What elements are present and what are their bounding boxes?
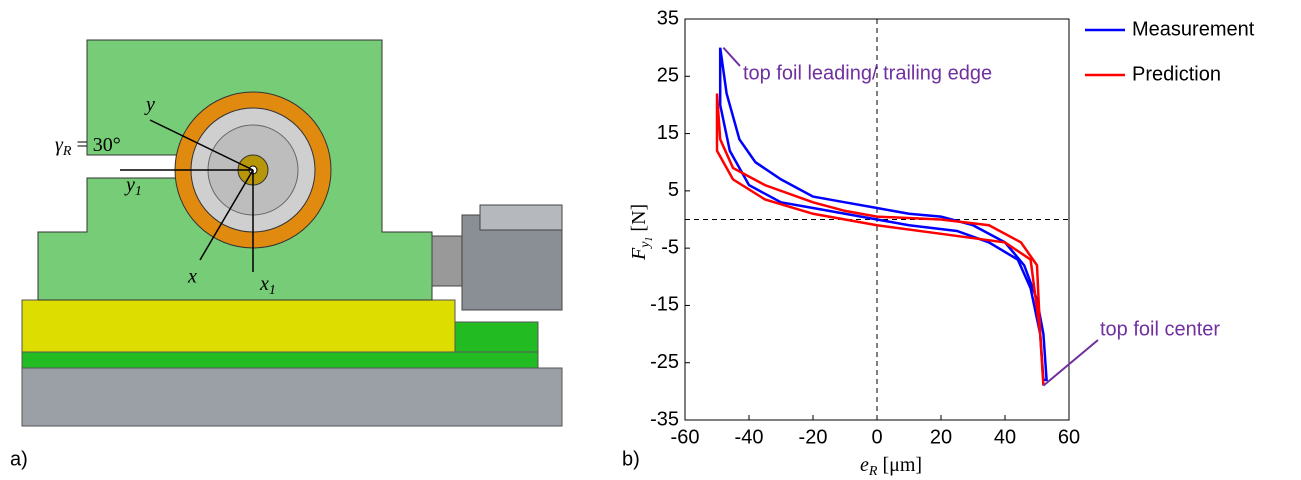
annotation: top foil leading/ trailing edge xyxy=(743,62,992,84)
y-axis-label: Fy1 [N] xyxy=(628,204,656,261)
subscript: R xyxy=(62,144,72,159)
x-tick-label: 40 xyxy=(994,426,1016,448)
subscript: 1 xyxy=(135,184,142,199)
y-tick-label: 15 xyxy=(657,122,679,144)
annotation: top foil center xyxy=(1100,318,1220,340)
axis-label: y1 xyxy=(124,174,142,200)
y-tick-label: 5 xyxy=(668,179,679,201)
subscript: 1 xyxy=(269,283,276,298)
figure: y γR = 30° y1 x x1 a) b) eR [μm] Fy1 [N]… xyxy=(0,0,1301,480)
subscript: R xyxy=(868,464,878,479)
x-axis-label: eR [μm] xyxy=(860,454,922,480)
panel-label: a) xyxy=(10,448,28,470)
x-tick-label: -60 xyxy=(671,426,700,448)
symbol: y xyxy=(124,174,135,196)
data-line xyxy=(717,93,1043,385)
annotation-arrow xyxy=(723,48,740,66)
axis-label: x xyxy=(187,266,197,288)
value: = 30° xyxy=(71,134,120,156)
symbol: e xyxy=(860,454,869,476)
x-tick-label: -40 xyxy=(735,426,764,448)
y-tick-label: 25 xyxy=(657,65,679,87)
unit: [N] xyxy=(628,204,650,237)
x-tick-label: -20 xyxy=(799,426,828,448)
legend-label: Prediction xyxy=(1132,63,1221,85)
annotation-arrow xyxy=(1043,340,1098,386)
x-tick-label: 0 xyxy=(871,426,882,448)
angle-label: γR = 30° xyxy=(55,134,121,160)
y-tick-label: 35 xyxy=(657,7,679,29)
y-tick-label: -25 xyxy=(650,351,679,373)
data-line xyxy=(720,48,1046,380)
assembly-drawing: y γR = 30° y1 x x1 xyxy=(22,40,562,426)
y-tick-label: -5 xyxy=(661,236,679,258)
legend-label: Measurement xyxy=(1132,18,1255,40)
unit: [μm] xyxy=(877,454,922,476)
symbol: F xyxy=(628,247,650,261)
x-tick-label: 20 xyxy=(930,426,952,448)
x-tick-label: 60 xyxy=(1058,426,1080,448)
y-tick-label: -15 xyxy=(650,294,679,316)
axis-label: y xyxy=(144,94,155,116)
panel-label: b) xyxy=(622,448,640,470)
symbol: x xyxy=(259,273,269,295)
